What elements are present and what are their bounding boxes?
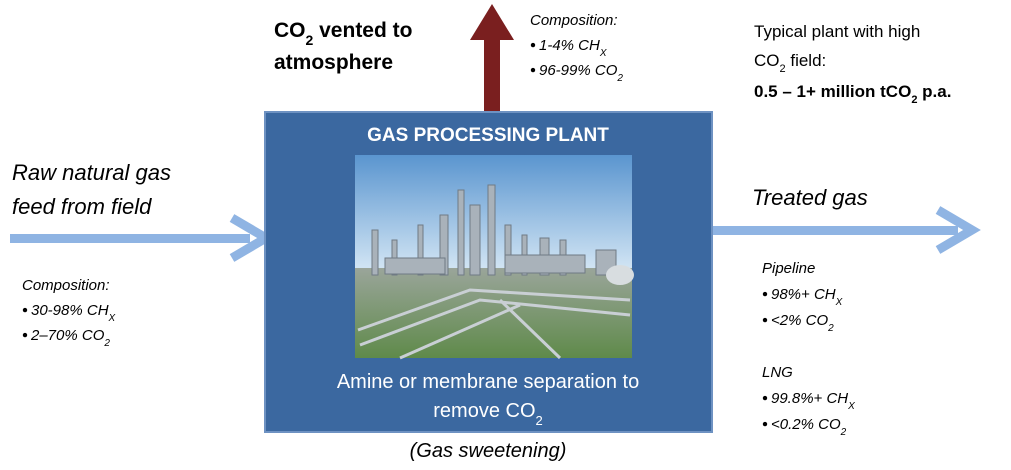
text-segment: 99.8%+ CH [771,390,848,407]
plant-note: (Gas sweetening) [410,440,567,462]
vented-label: atmosphere [274,51,393,74]
list-heading: LNG [762,364,793,381]
bullet-text: 1-4% CHX [539,37,607,59]
typical-label: CO2 field: [754,51,826,75]
treated-arrow [712,206,981,254]
vented-label: CO2 vented to [274,19,412,48]
plant-photo [355,155,634,360]
list-heading: Pipeline [762,260,815,277]
text-segment: 2–70% CO [30,327,105,344]
text-segment: Raw natural gas [12,160,171,185]
typical-highlight: 0.5 – 1+ million tCO2 p.a. [754,82,951,106]
plant-title: GAS PROCESSING PLANT [367,125,609,146]
bullet [762,291,768,297]
feed-label: Raw natural gas [12,160,171,185]
text-segment: Typical plant with high [754,22,920,41]
bullet [762,395,768,401]
subscript: 2 [103,338,110,349]
subscript: 2 [827,323,834,334]
text-segment: p.a. [917,82,951,101]
vent-arrow [470,4,514,112]
text-segment: 0.5 – 1+ million tCO [754,82,911,101]
text-segment: 1-4% CH [539,37,600,54]
text-segment: field: [786,51,827,70]
subscript: 2 [306,32,314,48]
bullet-text: 2–70% CO2 [30,327,110,349]
text-segment: CO [754,51,780,70]
bullet-text: 30-98% CHX [31,302,116,324]
typical-label: Typical plant with high [754,22,920,41]
subscript: X [835,297,843,308]
text-segment: 30-98% CH [31,302,109,319]
text-segment: 96-99% CO [539,62,618,79]
text-segment: atmosphere [274,51,393,74]
plant-caption: Amine or membrane separation to [337,371,639,393]
text-segment: vented to [313,19,412,42]
subscript: X [108,313,116,324]
text-segment: feed from field [12,194,152,219]
bullet-text: <0.2% CO2 [771,416,847,438]
bullet [530,42,536,48]
subscript: 2 [911,94,917,106]
subscript: X [847,401,855,412]
bullet-text: 99.8%+ CHX [771,390,855,412]
feed-arrow [10,214,275,262]
text-segment: remove CO [433,400,535,422]
bullet [22,307,28,313]
subscript: X [599,48,607,59]
bullet-text: 96-99% CO2 [539,62,623,84]
list-heading: Composition: [22,277,110,294]
subscript: 2 [780,63,786,75]
list-heading: Composition: [530,12,618,29]
subscript: 2 [840,427,847,438]
treated-label: Treated gas [752,185,868,210]
subscript: 2 [536,413,543,428]
text-segment: CO [274,19,306,42]
text-segment: 98%+ CH [771,286,836,303]
plant-caption: remove CO2 [433,400,542,428]
bullet-text: <2% CO2 [771,312,834,334]
bullet [22,332,28,338]
text-segment: Amine or membrane separation to [337,371,639,393]
subscript: 2 [616,73,623,84]
text-segment: <0.2% CO [771,416,841,433]
bullet [762,317,768,323]
text-segment: <2% CO [771,312,828,329]
bullet [762,421,768,427]
bullet [530,67,536,73]
feed-label: feed from field [12,194,152,219]
bullet-text: 98%+ CHX [771,286,843,308]
